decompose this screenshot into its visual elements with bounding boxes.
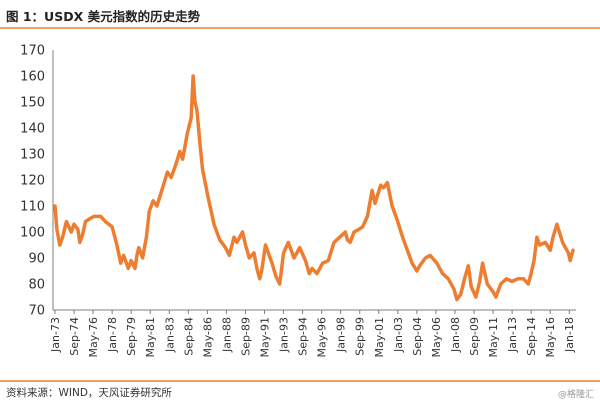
- x-tick-label: May-11: [487, 317, 500, 358]
- x-tick-label: May-91: [259, 317, 272, 358]
- y-tick-label: 120: [20, 174, 45, 189]
- x-tick-label: Sep-84: [182, 317, 195, 356]
- x-tick-label: Sep-14: [525, 317, 538, 356]
- x-tick-label: Jan-98: [335, 317, 348, 353]
- x-tick-label: May-86: [201, 317, 214, 358]
- x-tick-label: Jan-13: [506, 317, 519, 353]
- footer-rule: [0, 380, 600, 382]
- y-tick-label: 170: [20, 44, 45, 59]
- y-tick-label: 70: [28, 304, 45, 319]
- x-tick-label: Sep-09: [468, 317, 481, 356]
- x-tick-label: Jan-88: [220, 317, 233, 353]
- y-tick-label: 80: [28, 278, 45, 293]
- x-tick-label: Jan-03: [392, 317, 405, 353]
- x-tick-label: Jan-18: [563, 317, 576, 353]
- y-tick-label: 140: [20, 122, 45, 137]
- x-tick-label: May-96: [316, 317, 329, 358]
- x-tick-label: Jan-83: [163, 317, 176, 353]
- x-tick-label: Jan-93: [278, 317, 291, 353]
- chart-title: 图 1：USDX 美元指数的历史走势: [6, 9, 201, 24]
- source-note: 资料来源：WIND，天风证券研究所: [6, 387, 172, 399]
- x-tick-label: May-81: [144, 317, 157, 358]
- y-tick-label: 150: [20, 96, 45, 111]
- x-tick-label: Sep-94: [297, 317, 310, 356]
- title-underline: [0, 27, 600, 29]
- x-tick-label: May-01: [373, 317, 386, 358]
- x-tick-label: May-76: [87, 317, 100, 358]
- x-tick-label: Jan-73: [49, 317, 62, 353]
- x-tick-label: Sep-99: [354, 317, 367, 356]
- watermark: @格隆汇: [557, 390, 594, 400]
- y-tick-label: 110: [20, 200, 45, 215]
- x-tick-label: Sep-89: [239, 317, 252, 356]
- x-tick-label: May-06: [430, 317, 443, 358]
- y-tick-label: 130: [20, 148, 45, 163]
- x-tick-label: Jan-78: [106, 317, 119, 353]
- y-tick-label: 160: [20, 70, 45, 85]
- x-tick-label: Sep-79: [125, 317, 138, 356]
- usdx-line: [53, 74, 575, 302]
- x-tick-label: Sep-74: [68, 317, 81, 356]
- y-tick-label: 90: [28, 252, 45, 267]
- y-tick-label: 100: [20, 226, 45, 241]
- x-tick-label: Jan-08: [449, 317, 462, 353]
- x-tick-label: May-16: [544, 317, 557, 358]
- line-chart: 70 80 90 100 110 120 130 140 150 160 170 Jan-73 Sep…: [20, 44, 576, 358]
- x-tick-label: Sep-04: [411, 317, 424, 356]
